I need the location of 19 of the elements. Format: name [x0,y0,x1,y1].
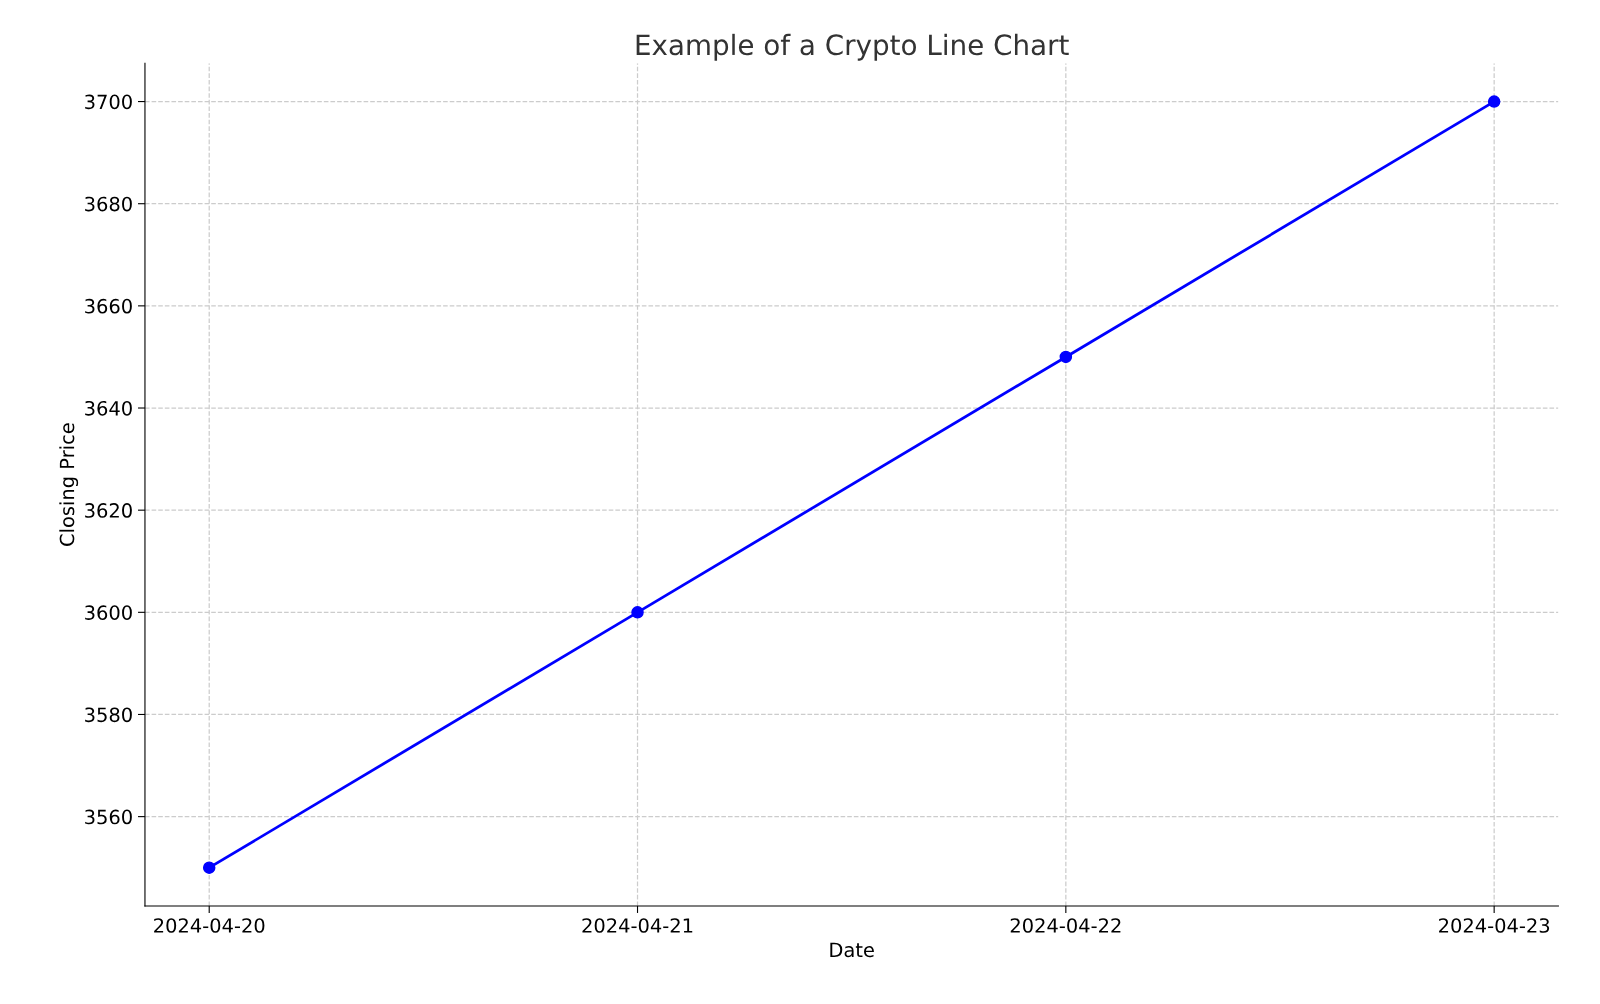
y-tick-label: 3640 [85,400,132,416]
point [1487,95,1501,108]
x-tick-label: 2024-04-21 [582,918,693,933]
y-tick-label: 3700 [85,94,132,110]
point [1059,350,1073,364]
x-tick-label: 2024-04-23 [1439,918,1550,933]
y-tick-label: 3560 [85,809,132,825]
y-tick-label: 3660 [85,298,132,314]
y-tick-label: 3580 [85,707,132,723]
y-tick-label: 3620 [85,503,132,518]
y-axis-title: Closing Price [59,423,79,546]
x-tick-label: 2024-04-22 [1010,918,1121,933]
point [202,861,216,874]
point [631,606,644,619]
x-tick-label: 2024-04-20 [154,918,265,933]
y-tick-label: 3600 [85,605,132,620]
chart-title: Example of a Crypto Line Chart [636,33,1069,61]
y-tick-label: 3680 [85,196,132,212]
x-axis-title: Date [830,942,874,958]
